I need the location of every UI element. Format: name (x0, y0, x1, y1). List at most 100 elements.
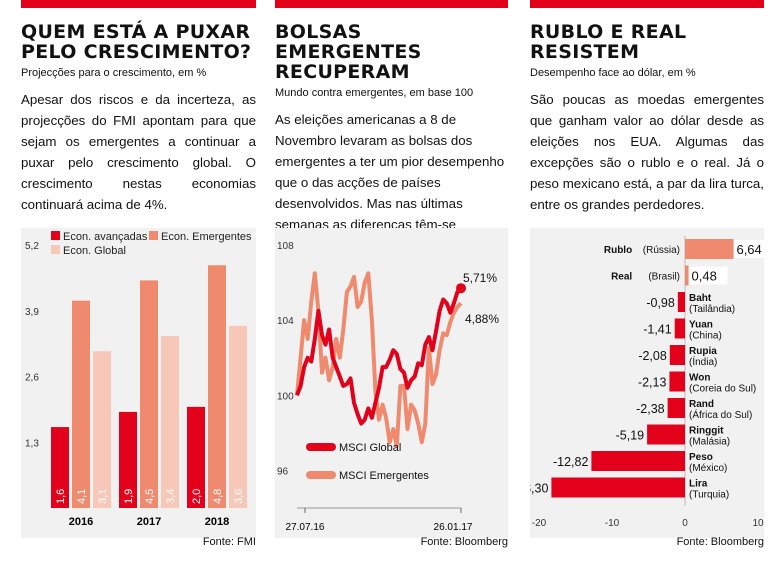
bar-econ-avan-adas-2017 (119, 411, 137, 508)
bar-rand (667, 398, 685, 418)
y-tick-label: 108 (277, 241, 294, 252)
series-end-label: 5,71% (463, 271, 497, 285)
panel-subtitle: Desempenho face ao dólar, em % (530, 67, 696, 79)
panel-markets: BOLSAS EMERGENTES RECUPERAM Mundo contra… (275, 0, 508, 561)
bar-baht (677, 292, 685, 312)
chart-source: Fonte: Bloomberg (420, 536, 508, 548)
currency-country: (Coreia do Sul) (689, 384, 756, 395)
panel-growth: QUEM ESTÁ A PUXAR PELO CRESCIMENTO? Proj… (21, 0, 256, 561)
chart-source: Fonte: Bloomberg (676, 536, 764, 548)
bar-value-label: 1,9 (123, 489, 135, 504)
panel-title: BOLSAS EMERGENTES RECUPERAM (275, 21, 422, 83)
y-tick-label: 96 (277, 466, 289, 477)
value-label-bg (734, 240, 773, 258)
y-tick-label: 5,2 (25, 241, 39, 252)
currency-name: Real (611, 272, 632, 283)
bar-value-label: -1,41 (643, 323, 672, 337)
currency-name: Rupia (689, 346, 717, 357)
bar-econ-avan-adas-2016 (51, 427, 69, 508)
currency-name: Ringgit (689, 426, 724, 437)
currency-country: (Rússia) (643, 245, 680, 256)
bar-econ-avan-adas-2018 (187, 406, 205, 508)
bar-econ-global-2018 (229, 325, 247, 508)
x-tick-label: 0 (682, 518, 688, 529)
x-tick-label: -10 (605, 518, 620, 529)
bar-econ-emergentes-2018 (208, 265, 226, 508)
bar-value-label: -12,82 (553, 455, 588, 469)
currency-country: (Malásia) (689, 437, 730, 448)
currency-country: (Índia) (689, 355, 717, 368)
x-tick-label: 2017 (137, 516, 161, 528)
panel-accent-bar (530, 0, 764, 8)
currency-name: Lira (689, 479, 708, 490)
y-tick-label: 104 (277, 316, 294, 327)
y-tick-label: 100 (277, 391, 294, 402)
panel-currencies: RUBLO E REAL RESISTEM Desempenho face ao… (513, 0, 773, 561)
bar-value-label: 3,4 (165, 489, 177, 504)
currency-name: Rublo (604, 245, 632, 256)
growth-chart-svg: 5,2 3,9 2,6 1,3 1,6 4,1 3,1 2016 1,9 4,5 3,4 2017 2,… (25, 231, 252, 528)
bar-value-label: -18,30 (530, 482, 548, 496)
bar-value-label: -5,19 (616, 429, 645, 443)
x-tick-label: 26.01.17 (434, 522, 473, 533)
legend-label: Econ. avançadas (63, 231, 148, 243)
legend-label: MSCI Global (339, 442, 401, 454)
bar-value-label: 0,48 (692, 269, 717, 284)
panel-text: São poucas as moedas emergentes que ganh… (530, 92, 764, 212)
bar-peso (591, 451, 685, 471)
currency-name: Won (689, 373, 710, 384)
bar-value-label: 3,6 (233, 489, 245, 504)
currency-name: Peso (689, 452, 713, 463)
x-tick-label: 10 (752, 518, 764, 529)
end-marker (456, 283, 466, 294)
series-line-msci-emergentes (295, 271, 463, 448)
y-tick-label: 2,6 (25, 373, 39, 384)
bar-value-label: 4,5 (144, 489, 156, 504)
bar-real (685, 265, 689, 286)
series-end-label: 4,88% (465, 312, 499, 326)
markets-chart: 108 104 100 96 27.07.16 26.01.17 5,71% 4,88% MSC… (275, 228, 508, 538)
currencies-chart-svg: 6,64 Rublo (Rússia) 0,48 Real (Brasil) -0,98 Ba… (513, 236, 773, 529)
legend-label: Econ. Global (63, 245, 126, 257)
growth-chart: 5,2 3,9 2,6 1,3 1,6 4,1 3,1 2016 1,9 4,5 3,4 2017 2,… (21, 228, 256, 538)
bar-ringgit (647, 424, 685, 445)
bar-econ-global-2016 (93, 351, 111, 508)
bar-econ-global-2017 (161, 336, 179, 508)
x-tick-label: 2016 (69, 516, 93, 528)
legend-label: Econ. Emergentes (161, 231, 252, 243)
currency-name: Baht (689, 293, 712, 304)
markets-chart-svg: 108 104 100 96 27.07.16 26.01.17 5,71% 4,88% MSC… (277, 241, 499, 533)
currency-name: Yuan (689, 320, 713, 331)
panel-text: Apesar dos riscos e da incerteza, as pro… (21, 92, 256, 212)
currency-country: (Turquia) (689, 490, 729, 501)
y-tick-label: 1,3 (25, 438, 39, 449)
bar-value-label: -0,98 (646, 296, 675, 310)
bar-value-label: 2,0 (191, 489, 203, 504)
bar-yuan (674, 318, 685, 339)
panel-subtitle: Projecções para o crescimento, em % (21, 67, 207, 79)
currency-country: (Tailândia) (689, 304, 735, 315)
currencies-chart: 6,64 Rublo (Rússia) 0,48 Real (Brasil) -0,98 Ba… (513, 228, 773, 538)
bar-lira (551, 477, 685, 498)
bar-value-label: -2,38 (636, 402, 665, 416)
bar-value-label: 4,8 (212, 489, 224, 504)
panel-accent-bar (21, 0, 256, 8)
bar-value-label: 6,64 (736, 242, 761, 257)
bar-value-label: -2,13 (638, 376, 667, 390)
currency-country: (África do Sul) (689, 408, 752, 421)
x-tick-label: -20 (532, 518, 547, 529)
chart-source: Fonte: FMI (202, 536, 256, 548)
bar-rupia (669, 345, 685, 365)
panel-accent-bar (275, 0, 508, 8)
series-line-msci-global (295, 286, 463, 426)
panel-subtitle: Mundo contra emergentes, em base 100 (275, 87, 474, 99)
bar-value-label: 1,6 (55, 489, 67, 504)
value-label-bg (689, 266, 728, 285)
y-tick-label: 3,9 (25, 307, 39, 318)
bar-won (669, 371, 685, 392)
currency-country: (México) (689, 463, 727, 474)
legend-swatch (51, 231, 60, 240)
bar-econ-emergentes-2017 (140, 280, 158, 508)
bar-value-label: 4,1 (76, 489, 88, 504)
x-tick-label: 27.07.16 (286, 522, 325, 533)
